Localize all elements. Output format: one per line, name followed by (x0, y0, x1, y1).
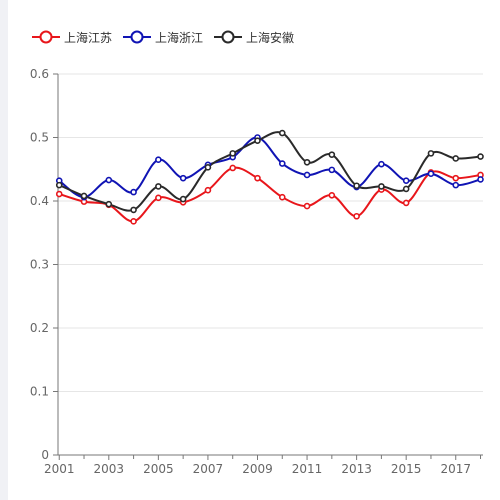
y-axis-ticks: 0 0.1 0.2 0.3 0.4 0.5 0.6 (30, 67, 58, 462)
data-point[interactable] (130, 206, 137, 214)
y-tick-label: 0.4 (30, 194, 49, 208)
x-axis-ticks: 2001 2003 2005 2007 2009 2011 2013 2015 2017 (44, 455, 482, 476)
data-point[interactable] (402, 185, 410, 193)
data-point[interactable] (402, 199, 410, 207)
data-point[interactable] (328, 191, 336, 199)
data-point[interactable] (452, 155, 460, 162)
data-point[interactable] (353, 212, 360, 220)
series-lines (58, 131, 481, 223)
left-panel-edge (0, 0, 8, 500)
grid-lines (58, 73, 483, 392)
data-point[interactable] (55, 190, 63, 198)
legend-item-1[interactable]: 上海江苏 (32, 29, 112, 46)
legend-line-circle-icon (214, 30, 243, 44)
y-tick-label: 0.1 (30, 385, 49, 399)
data-point[interactable] (229, 150, 237, 157)
data-point[interactable] (204, 164, 212, 171)
data-point[interactable] (179, 195, 187, 203)
legend-item-2[interactable]: 上海浙江 (123, 29, 203, 46)
legend-line-circle-icon (32, 30, 60, 44)
data-point[interactable] (303, 171, 311, 179)
x-tick-label: 2015 (391, 462, 422, 476)
y-tick-label: 0.3 (30, 258, 49, 272)
x-tick-label: 2017 (440, 462, 471, 476)
data-point[interactable] (427, 150, 435, 157)
data-point[interactable] (55, 181, 63, 189)
data-point[interactable] (427, 170, 435, 177)
data-point[interactable] (303, 202, 311, 210)
data-point[interactable] (80, 192, 88, 200)
data-point[interactable] (155, 194, 162, 202)
data-point[interactable] (254, 137, 261, 144)
data-point[interactable] (378, 160, 385, 168)
data-point[interactable] (130, 188, 137, 196)
legend-label: 上海江苏 (64, 30, 113, 45)
legend-label: 上海安徽 (246, 30, 295, 45)
x-tick-label: 2013 (341, 462, 372, 476)
data-point[interactable] (105, 176, 113, 184)
series-points (55, 129, 484, 225)
data-point[interactable] (204, 186, 212, 194)
y-tick-label: 0.6 (30, 67, 49, 81)
x-tick-label: 2007 (193, 462, 224, 476)
data-point[interactable] (328, 151, 336, 158)
legend-item-3[interactable]: 上海安徽 (214, 29, 294, 46)
y-tick-label: 0.5 (30, 131, 49, 145)
data-point[interactable] (278, 193, 286, 201)
data-point[interactable] (278, 129, 286, 137)
x-tick-label: 2005 (143, 462, 174, 476)
legend-line-circle-icon (123, 30, 152, 44)
y-tick-label: 0.2 (30, 321, 49, 335)
data-point[interactable] (378, 183, 385, 190)
y-tick-label: 0 (41, 448, 49, 462)
data-point[interactable] (179, 174, 187, 182)
data-point[interactable] (353, 182, 360, 190)
data-point[interactable] (452, 181, 460, 189)
data-point[interactable] (155, 183, 162, 190)
chart-legend: 上海江苏 上海浙江 上海安徽 (32, 27, 305, 47)
data-point[interactable] (402, 177, 410, 184)
data-point[interactable] (229, 164, 237, 172)
data-point[interactable] (328, 166, 336, 174)
data-point[interactable] (303, 158, 311, 166)
series-line-1 (58, 166, 481, 223)
data-point[interactable] (105, 200, 113, 208)
data-point[interactable] (254, 174, 261, 182)
data-point[interactable] (477, 153, 484, 160)
x-tick-label: 2003 (94, 462, 125, 476)
data-point[interactable] (477, 176, 484, 183)
x-tick-label: 2011 (292, 462, 323, 476)
data-point[interactable] (452, 174, 460, 182)
x-tick-label: 2001 (44, 462, 75, 476)
data-point[interactable] (278, 160, 286, 167)
x-tick-label: 2009 (242, 462, 273, 476)
data-point[interactable] (155, 156, 162, 164)
data-point[interactable] (130, 218, 137, 225)
legend-label: 上海浙江 (155, 30, 204, 45)
series-line-3 (58, 131, 481, 212)
